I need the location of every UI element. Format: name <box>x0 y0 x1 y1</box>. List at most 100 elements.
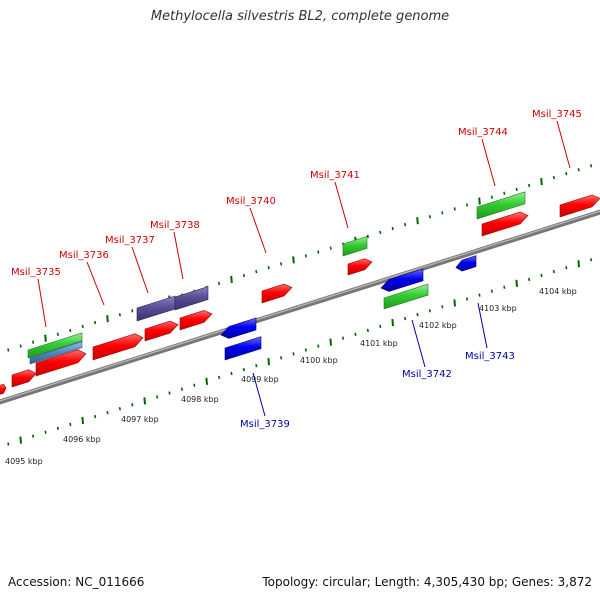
rna-feature[interactable] <box>342 236 368 257</box>
scale-label: 4100 kbp <box>300 356 338 365</box>
reverse-tick <box>552 269 555 274</box>
forward-cds[interactable] <box>481 211 529 237</box>
forward-tick <box>131 309 134 313</box>
reverse-tick <box>56 426 59 430</box>
reverse-tick <box>416 313 419 317</box>
gene-leader-line <box>252 372 266 417</box>
gene-region[interactable] <box>136 295 176 322</box>
forward-tick <box>416 217 419 225</box>
gene-label[interactable]: Msil_3737 <box>105 235 155 246</box>
gene-label[interactable]: Msil_3740 <box>226 196 276 207</box>
forward-cds[interactable] <box>261 283 293 304</box>
genome-summary: Topology: circular; Length: 4,305,430 bp… <box>262 575 592 589</box>
reverse-cds[interactable] <box>224 336 262 361</box>
reverse-tick <box>280 356 283 360</box>
forward-tick <box>565 172 568 176</box>
reverse-tick <box>441 305 444 309</box>
reverse-tick <box>453 299 456 307</box>
reverse-tick <box>19 436 22 444</box>
forward-tick <box>317 250 320 254</box>
reverse-tick <box>131 403 134 407</box>
reverse-tick <box>44 430 47 434</box>
gene-label[interactable]: Msil_3736 <box>59 250 109 261</box>
forward-tick <box>292 256 295 264</box>
reverse-cds[interactable] <box>455 255 477 272</box>
reverse-tick <box>242 367 245 372</box>
gene-leader-line <box>131 246 149 294</box>
backbone <box>0 209 600 405</box>
scale-label: 4095 kbp <box>5 457 43 466</box>
forward-tick <box>428 215 431 219</box>
scale-labels: 4095 kbp 4096 kbp 4097 kbp 4098 kbp 4099 kbp… <box>5 287 577 466</box>
gene-region[interactable] <box>174 286 209 311</box>
gene-label[interactable]: Msil_3739 <box>240 419 290 430</box>
forward-tick <box>267 266 270 270</box>
forward-cds[interactable] <box>144 320 179 342</box>
forward-tick <box>304 254 307 258</box>
reverse-tick <box>156 395 159 399</box>
gene-region[interactable] <box>29 341 83 365</box>
scale-label: 4104 kbp <box>539 287 577 296</box>
reverse-tick <box>81 416 84 425</box>
reverse-tick <box>466 297 469 301</box>
forward-cds[interactable] <box>559 194 600 218</box>
forward-tick <box>94 320 97 325</box>
reverse-tick <box>267 358 270 366</box>
rna-feature[interactable] <box>383 283 429 310</box>
gene-label[interactable]: Msil_3744 <box>458 127 508 138</box>
forward-tick <box>478 197 481 205</box>
forward-tick <box>19 344 22 348</box>
reverse-tick <box>205 377 208 385</box>
forward-tick <box>280 262 283 266</box>
forward-tick <box>441 211 444 215</box>
reverse-tick <box>354 332 357 336</box>
reverse-tick <box>106 410 109 415</box>
reverse-tick <box>143 397 146 405</box>
gene-leader-line <box>334 181 349 229</box>
forward-cds[interactable] <box>35 349 87 377</box>
rna-feature[interactable] <box>27 332 83 359</box>
forward-tick <box>7 348 10 352</box>
reverse-tick <box>7 442 10 446</box>
gene-leader-line <box>481 138 496 187</box>
gene-leader-line <box>173 231 184 280</box>
gene-label[interactable]: Msil_3742 <box>402 369 452 380</box>
gene-label[interactable]: Msil_3741 <box>310 170 360 181</box>
gene-label[interactable]: Msil_3745 <box>532 109 582 120</box>
forward-tick <box>106 315 109 323</box>
scale-label: 4098 kbp <box>181 395 219 404</box>
gene-label[interactable]: Msil_3743 <box>465 351 515 362</box>
reverse-tick <box>590 258 593 262</box>
forward-tick <box>255 269 258 274</box>
reverse-tick <box>94 414 97 419</box>
reverse-cds[interactable] <box>220 317 257 339</box>
forward-tick <box>69 328 72 333</box>
forward-tick <box>32 340 35 344</box>
forward-cds[interactable] <box>11 369 37 388</box>
reverse-tick <box>329 338 332 346</box>
forward-cds[interactable] <box>347 258 373 276</box>
forward-cds[interactable] <box>179 310 213 331</box>
forward-cds[interactable] <box>0 383 7 395</box>
forward-tick <box>242 273 245 278</box>
gene-leader-line <box>556 120 571 169</box>
rna-feature[interactable] <box>476 191 526 220</box>
reverse-tick <box>180 387 183 391</box>
reverse-tick <box>255 363 258 368</box>
map-title: Methylocella silvestris BL2, complete ge… <box>150 9 450 24</box>
forward-tick <box>329 246 332 250</box>
reverse-cds[interactable] <box>380 268 424 292</box>
forward-tick <box>490 195 493 199</box>
reverse-tick <box>490 289 493 293</box>
gene-label[interactable]: Msil_3738 <box>150 220 200 231</box>
reverse-tick <box>168 391 171 395</box>
gene-label[interactable]: Msil_3735 <box>11 267 61 278</box>
forward-tick <box>466 203 469 207</box>
reverse-tick <box>515 279 518 287</box>
forward-cds[interactable] <box>92 333 144 361</box>
reverse-tick <box>230 371 233 376</box>
gene-leader-line <box>37 278 47 328</box>
forward-tick <box>366 234 369 239</box>
gene-leader-line <box>411 319 426 368</box>
reverse-tick <box>577 260 580 268</box>
